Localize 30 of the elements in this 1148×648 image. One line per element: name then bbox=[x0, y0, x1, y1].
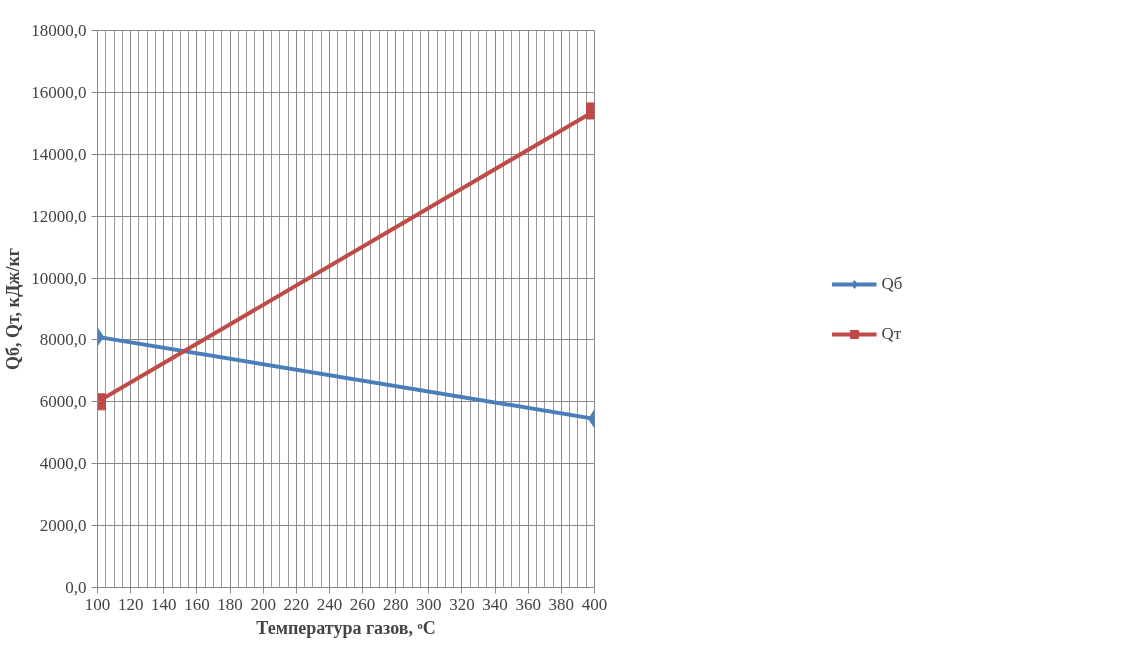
y-axis-title: Qб, Qт, кДж/кг bbox=[3, 248, 24, 370]
y-tick-label: 0,0 bbox=[65, 578, 87, 597]
x-tick-label: 140 bbox=[151, 594, 177, 614]
x-tick-label: 200 bbox=[250, 594, 276, 614]
legend-label: Qб bbox=[881, 273, 903, 294]
x-tick-label: 120 bbox=[117, 594, 144, 614]
x-tick-label: 320 bbox=[449, 594, 475, 614]
x-tick-label: 340 bbox=[482, 594, 508, 614]
x-tick-label: 280 bbox=[382, 594, 409, 614]
x-tick-label: 260 bbox=[349, 594, 376, 614]
y-tick-label: 4000,0 bbox=[39, 454, 87, 474]
x-tick-label: 100 bbox=[84, 594, 111, 614]
x-tick-label: 360 bbox=[515, 594, 541, 614]
x-tick-label: 300 bbox=[416, 594, 442, 614]
y-tick-label: 8000,0 bbox=[39, 330, 87, 350]
y-tick-label: 14000,0 bbox=[31, 144, 87, 164]
x-axis-title: Температура газов, ᵒC bbox=[256, 617, 436, 638]
y-tick-label: 2000,0 bbox=[39, 516, 87, 536]
x-tick-label: 400 bbox=[581, 594, 608, 614]
x-tick-label: 240 bbox=[316, 594, 343, 614]
x-tick-label: 160 bbox=[184, 594, 210, 614]
y-tick-label: 18000,0 bbox=[31, 21, 87, 40]
x-tick-label: 380 bbox=[548, 594, 575, 614]
legend-label: Qт bbox=[881, 323, 902, 344]
y-tick-label: 10000,0 bbox=[31, 268, 87, 288]
x-tick-label: 180 bbox=[217, 594, 243, 614]
x-tick-label: 220 bbox=[283, 594, 310, 614]
y-tick-label: 16000,0 bbox=[31, 82, 87, 102]
y-tick-label: 6000,0 bbox=[39, 392, 87, 412]
y-tick-label: 12000,0 bbox=[31, 206, 87, 226]
